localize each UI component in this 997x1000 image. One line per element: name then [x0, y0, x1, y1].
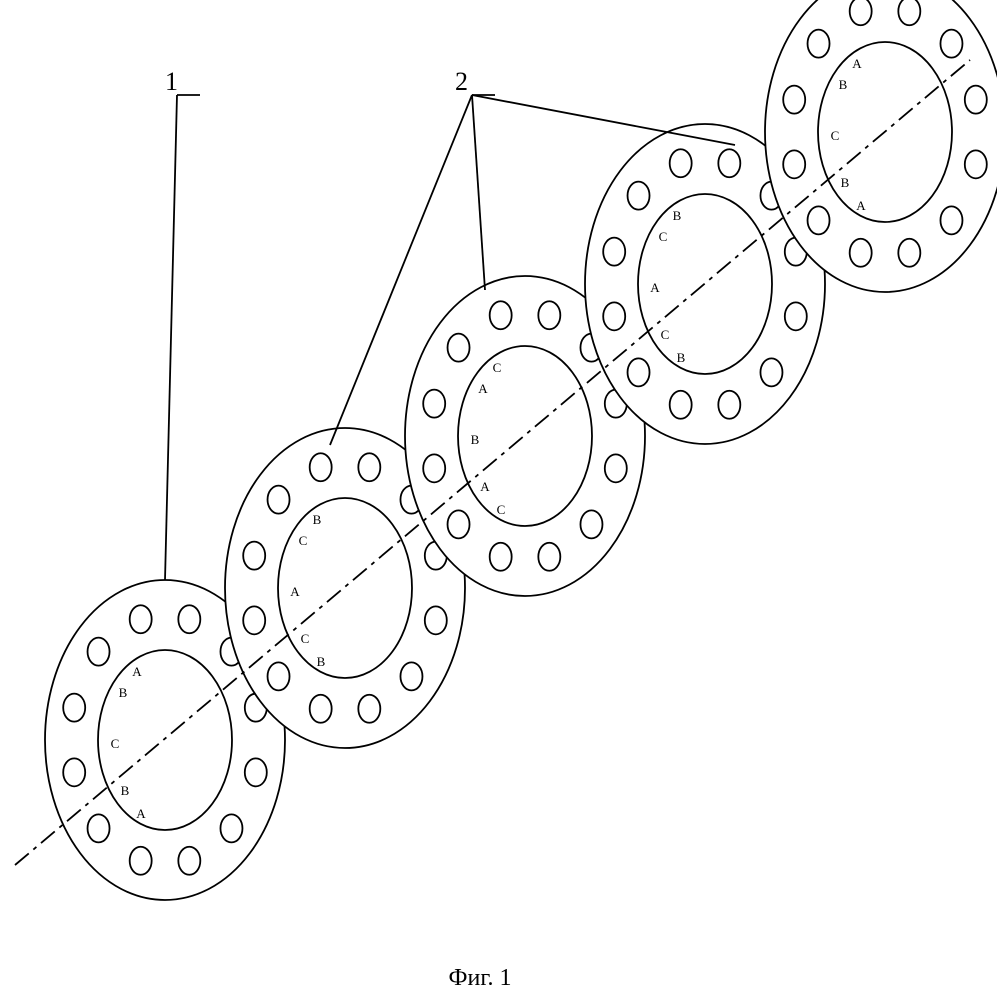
disc-label: A: [136, 806, 146, 821]
disc-label: B: [121, 783, 130, 798]
disc-hole: [358, 453, 380, 481]
disc-hole: [628, 358, 650, 386]
disc-hole: [783, 150, 805, 178]
disc-label: A: [290, 584, 300, 599]
disc-hole: [603, 302, 625, 330]
disc-hole: [178, 847, 200, 875]
disc-hole: [808, 30, 830, 58]
disc-label: B: [839, 77, 848, 92]
callout-leader: [472, 95, 735, 145]
disc-label: C: [661, 327, 670, 342]
disc-label: B: [841, 175, 850, 190]
disc-hole: [490, 301, 512, 329]
disc-hole: [538, 543, 560, 571]
disc-hole: [898, 0, 920, 25]
disc-hole: [88, 638, 110, 666]
disc-hole: [605, 454, 627, 482]
disc-hole: [245, 758, 267, 786]
disc-label: B: [313, 512, 322, 527]
disc-label: A: [650, 280, 660, 295]
disc-label: C: [301, 631, 310, 646]
disc-hole: [940, 30, 962, 58]
disc-hole: [670, 391, 692, 419]
disc-hole: [243, 542, 265, 570]
disc-hole: [220, 814, 242, 842]
disc-hole: [490, 543, 512, 571]
disc-label: C: [299, 533, 308, 548]
disc-label: B: [317, 654, 326, 669]
disc-hole: [850, 239, 872, 267]
callout-label: 1: [165, 67, 178, 96]
disc-label: B: [119, 685, 128, 700]
disc-hole: [965, 86, 987, 114]
disc-hole: [423, 454, 445, 482]
disc-label: A: [480, 479, 490, 494]
disc-hole: [538, 301, 560, 329]
disc-hole: [358, 695, 380, 723]
figure-canvas: ABCBABCACBCABACBCACBABCBA12Фиг. 1: [0, 0, 997, 1000]
disc-label: C: [659, 229, 668, 244]
disc-hole: [88, 814, 110, 842]
disc-hole: [310, 695, 332, 723]
disc-hole: [760, 358, 782, 386]
disc-hole: [268, 662, 290, 690]
disc-hole: [448, 334, 470, 362]
disc-label: A: [132, 664, 142, 679]
disc-hole: [670, 149, 692, 177]
disc-hole: [130, 847, 152, 875]
disc-hole: [130, 605, 152, 633]
disc-hole: [718, 149, 740, 177]
disc-hole: [423, 390, 445, 418]
disc-label: A: [478, 381, 488, 396]
disc-label: C: [493, 360, 502, 375]
disc-hole: [580, 510, 602, 538]
disc-label: C: [111, 736, 120, 751]
disc-hole: [850, 0, 872, 25]
disc-hole: [63, 758, 85, 786]
callout-leader: [165, 95, 177, 580]
disc-hole: [178, 605, 200, 633]
disc-hole: [448, 510, 470, 538]
callout-leader: [472, 95, 485, 290]
callout-label: 2: [455, 67, 468, 96]
disc-hole: [898, 239, 920, 267]
disc-label: B: [471, 432, 480, 447]
disc-hole: [965, 150, 987, 178]
disc-hole: [425, 606, 447, 634]
disc-hole: [718, 391, 740, 419]
disc-hole: [243, 606, 265, 634]
disc-hole: [268, 486, 290, 514]
disc-hole: [783, 86, 805, 114]
disc-hole: [785, 302, 807, 330]
disc-label: C: [497, 502, 506, 517]
disc-hole: [400, 662, 422, 690]
disc-hole: [603, 238, 625, 266]
disc-label: B: [677, 350, 686, 365]
disc-label: C: [831, 128, 840, 143]
disc-hole: [940, 206, 962, 234]
disc-hole: [628, 182, 650, 210]
disc-hole: [63, 694, 85, 722]
disc-label: B: [673, 208, 682, 223]
callout: 1: [165, 67, 200, 580]
figure-caption: Фиг. 1: [449, 965, 512, 991]
disc-hole: [808, 206, 830, 234]
disc-label: A: [852, 56, 862, 71]
disc-label: A: [856, 198, 866, 213]
disc-hole: [310, 453, 332, 481]
